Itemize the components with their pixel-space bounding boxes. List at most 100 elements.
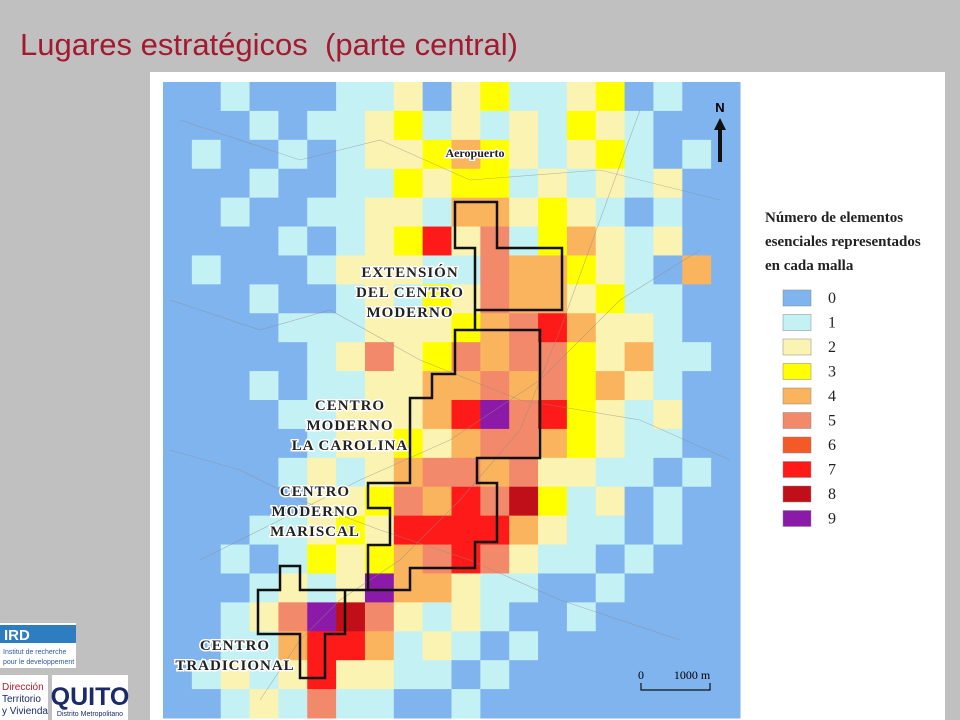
legend-swatch [782,387,812,405]
map-cell [624,284,654,314]
map-cell [249,544,279,574]
map-cell [480,255,510,285]
map-cell [220,486,251,517]
map-cell [711,428,741,459]
scale-bar [640,683,711,691]
map-cell [509,168,539,199]
map-cell [163,573,193,603]
map-cell [509,457,539,488]
map-cell [653,342,683,372]
map-cell [682,139,712,170]
map-label: Aeropuerto [445,146,504,160]
map-cell [220,313,251,343]
map-cell [538,602,568,632]
map-cell [191,371,222,401]
map-cell [364,197,395,228]
map-cell [163,168,193,199]
map-cell [393,255,424,285]
map-cell [307,544,337,574]
legend-swatch [782,363,812,380]
map-cell [220,226,251,256]
legend-label: 1 [828,315,836,332]
map-cell [422,82,452,112]
map-cell [480,544,510,574]
map-cell [191,457,222,488]
map-cell [278,515,308,546]
map-cell [480,660,510,690]
map-cell [682,602,712,632]
map-cell [711,82,741,112]
map-cell [595,457,626,488]
map-cell [595,371,626,401]
map-cell [480,139,510,170]
map-cell [538,573,568,603]
map-cell [566,486,597,517]
map-cell [278,400,308,430]
map-cell [307,660,337,690]
map-cell [307,371,337,401]
map-cell [307,110,337,141]
map-label: CENTRO [280,484,350,500]
map-cell [566,573,597,603]
map-cell [422,486,452,517]
map-cell [653,313,683,343]
map-cell [538,631,568,661]
map-cell [422,284,452,314]
map-cell [336,689,366,719]
map-cell [249,284,279,314]
map-cell [682,573,712,603]
map-cell [336,660,366,690]
map-cell [509,602,539,632]
map-cell [538,197,568,228]
map-cell [278,602,308,632]
map-cell [509,255,539,285]
map-cell [163,689,193,719]
map-cell [509,371,539,401]
scale-start: 0 [638,668,644,682]
map-cell [220,602,251,632]
map-cell [249,139,279,170]
map-cell [624,342,654,372]
map-cell [393,660,424,690]
map-cell [249,428,279,459]
map-cell [451,342,481,372]
map-cell [624,660,654,690]
map-cell [364,226,395,256]
map-cell [163,544,193,574]
map-cell [336,139,366,170]
map-cell [624,544,654,574]
map-cell [336,400,366,430]
map-cell [422,631,452,661]
map-cell [653,168,683,199]
map-cell [191,573,222,603]
map-cell [624,515,654,546]
map-cell [278,428,308,459]
map-cell [220,573,251,603]
map-cell [364,139,395,170]
map-cell [480,82,510,112]
map-cell [480,342,510,372]
map-cell [566,371,597,401]
map-cell [307,602,337,632]
map-cell [566,82,597,112]
direccion-text: Territorio [2,694,41,705]
map-cell [711,110,741,141]
map-cell [249,573,279,603]
map-label: MODERNO [272,504,359,520]
map-cell [393,631,424,661]
map-cell [480,168,510,199]
map-cell [451,660,481,690]
map-cell [278,544,308,574]
map-cell [624,486,654,517]
map-cell [653,400,683,430]
map-cell [595,255,626,285]
map-cell [624,226,654,256]
map-cell [336,197,366,228]
map-label: MARISCAL [270,524,360,540]
map-grid [163,82,741,719]
map-cell [682,631,712,661]
map-cell [278,371,308,401]
map-cell [393,486,424,517]
map-cell [682,515,712,546]
map-cell [422,168,452,199]
